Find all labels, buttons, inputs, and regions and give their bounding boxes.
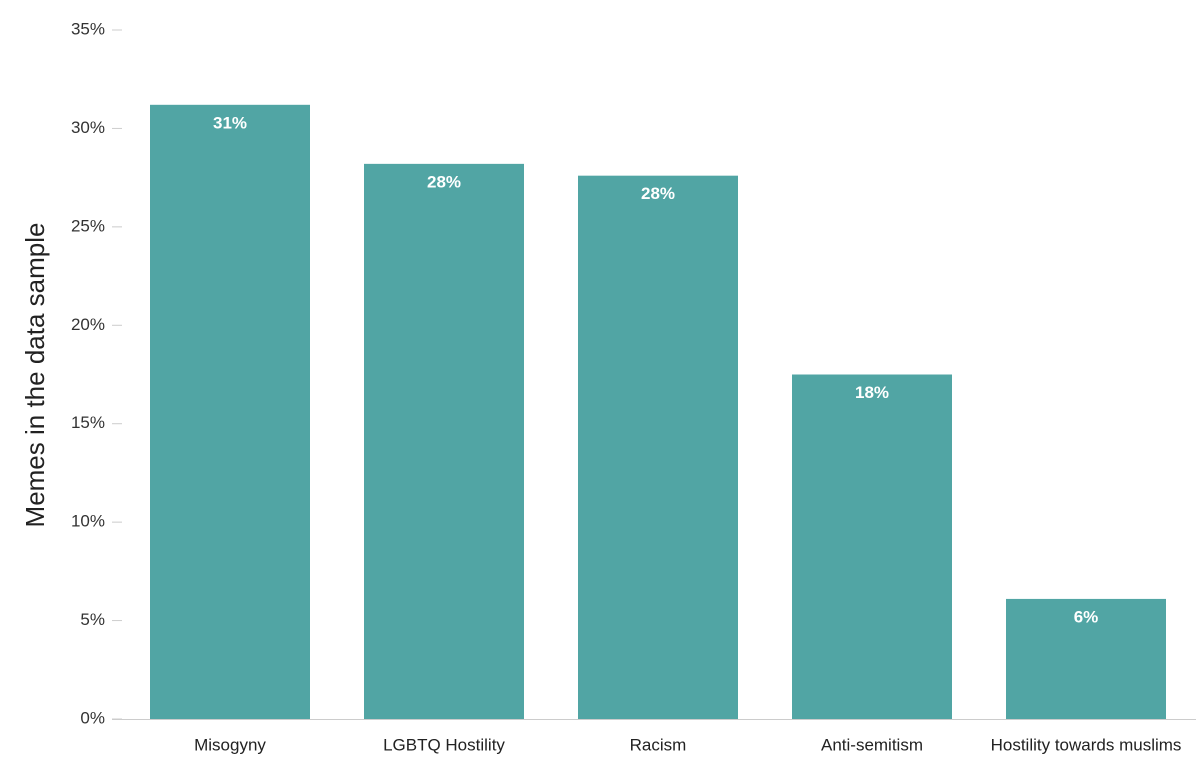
bar xyxy=(578,175,738,719)
bar xyxy=(792,374,952,719)
y-tick-label: 15% xyxy=(71,413,105,432)
y-tick-label: 35% xyxy=(71,19,105,38)
bar-value-label: 31% xyxy=(213,113,247,132)
bar-value-label: 28% xyxy=(427,172,461,191)
y-axis-title: Memes in the data sample xyxy=(20,223,50,528)
bar xyxy=(1006,598,1166,719)
bar xyxy=(150,104,310,719)
bars-group: 31% 28% 28% 18% 6% xyxy=(150,104,1166,719)
y-tick-label: 0% xyxy=(80,708,105,727)
y-tick-label: 5% xyxy=(80,610,105,629)
bar xyxy=(364,163,524,719)
x-category-label: LGBTQ Hostility xyxy=(383,735,505,754)
y-tick-label: 10% xyxy=(71,512,105,531)
y-tick-label: 20% xyxy=(71,315,105,334)
y-axis: 0% 5% 10% 15% 20% 25% 30% 35% xyxy=(71,19,122,727)
x-category-label: Racism xyxy=(630,735,687,754)
bar-value-label: 6% xyxy=(1074,607,1099,626)
y-tick-label: 25% xyxy=(71,216,105,235)
bar-value-label: 18% xyxy=(855,383,889,402)
x-category-label: Hostility towards muslims xyxy=(991,735,1182,754)
bar-value-label: 28% xyxy=(641,184,675,203)
x-category-label: Misogyny xyxy=(194,735,266,754)
x-category-label: Anti-semitism xyxy=(821,735,923,754)
x-axis: Misogyny LGBTQ Hostility Racism Anti-semiti… xyxy=(112,719,1196,754)
y-tick-label: 30% xyxy=(71,118,105,137)
